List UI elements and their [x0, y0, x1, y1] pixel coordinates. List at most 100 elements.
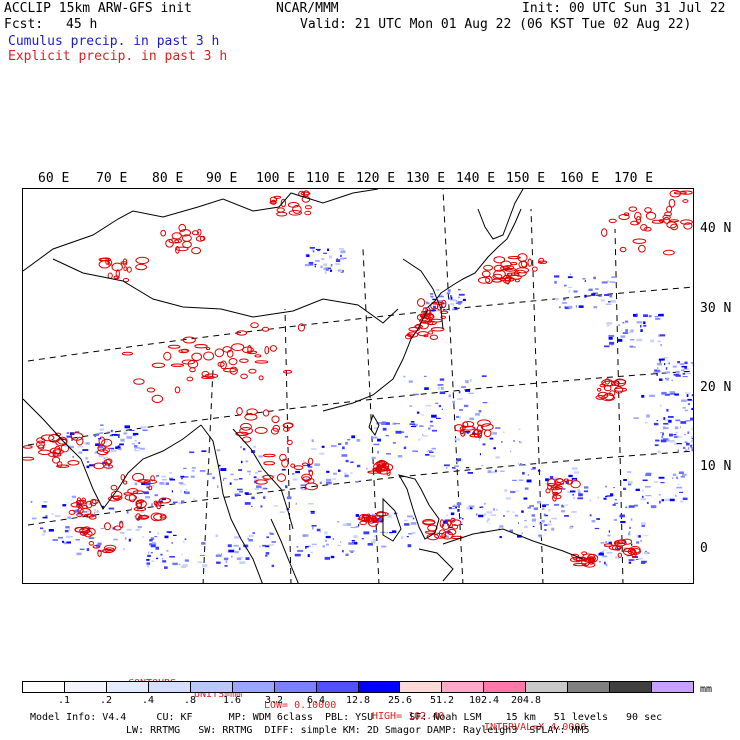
cumulus-precip-cell	[126, 528, 132, 531]
cumulus-precip-cell	[442, 520, 447, 524]
cumulus-precip-cell	[308, 264, 314, 266]
cumulus-precip-cell	[435, 289, 440, 291]
cumulus-precip-cell	[408, 533, 413, 535]
cumulus-precip-cell	[674, 442, 677, 445]
cumulus-precip-cell	[413, 393, 419, 396]
cumulus-precip-cell	[416, 411, 420, 414]
cumulus-precip-cell	[523, 497, 528, 500]
cumulus-precip-cell	[180, 490, 182, 493]
cumulus-precip-cell	[410, 421, 415, 423]
cumulus-precip-cell	[578, 493, 583, 497]
cumulus-precip-cell	[484, 502, 486, 505]
color-swatch	[652, 682, 693, 692]
cumulus-precip-cell	[551, 517, 557, 520]
cumulus-precip-cell	[181, 553, 183, 556]
cumulus-precip-cell	[439, 378, 445, 381]
cumulus-precip-cell	[479, 453, 481, 456]
cumulus-precip-cell	[430, 293, 434, 295]
cumulus-precip-cell	[189, 451, 195, 454]
contour-low: LOW= 0.10000	[264, 700, 337, 711]
cumulus-precip-cell	[438, 295, 444, 298]
cumulus-precip-cell	[617, 338, 623, 342]
explicit-precip-contour	[154, 501, 159, 507]
cumulus-precip-cell	[539, 521, 542, 524]
cumulus-precip-cell	[355, 481, 359, 483]
cumulus-precip-cell	[382, 427, 387, 431]
cumulus-precip-cell	[606, 322, 613, 325]
explicit-precip-contour	[236, 330, 248, 336]
explicit-precip-contour	[477, 276, 491, 284]
explicit-precip-contour	[608, 218, 617, 224]
cumulus-precip-cell	[73, 509, 80, 513]
cumulus-precip-cell	[481, 465, 484, 467]
cumulus-precip-cell	[512, 479, 517, 481]
cumulus-precip-cell	[430, 455, 436, 458]
cumulus-precip-cell	[324, 556, 330, 560]
cumulus-precip-cell	[147, 554, 151, 557]
cumulus-precip-cell	[86, 548, 90, 551]
cumulus-precip-cell	[95, 433, 99, 437]
cumulus-precip-cell	[363, 531, 370, 535]
cumulus-precip-cell	[367, 543, 373, 546]
cumulus-precip-cell	[595, 288, 599, 290]
explicit-precip-contour	[603, 543, 613, 547]
cumulus-precip-cell	[62, 504, 67, 507]
cumulus-precip-cell	[123, 432, 127, 435]
cumulus-precip-cell	[671, 379, 673, 382]
cumulus-precip-cell	[499, 536, 502, 539]
cumulus-precip-cell	[682, 473, 687, 476]
cumulus-precip-cell	[657, 367, 659, 370]
explicit-precip-contour	[135, 263, 147, 271]
cumulus-precip-cell	[664, 363, 666, 366]
cumulus-precip-cell	[506, 510, 510, 513]
cumulus-precip-cell	[392, 422, 397, 425]
cumulus-precip-cell	[549, 476, 554, 479]
cumulus-precip-cell	[216, 485, 219, 489]
cumulus-precip-cell	[435, 310, 440, 312]
cumulus-precip-cell	[683, 367, 685, 369]
cumulus-precip-cell	[342, 550, 344, 553]
cumulus-precip-cell	[157, 532, 160, 535]
cumulus-precip-cell	[622, 332, 629, 334]
cumulus-precip-cell	[692, 363, 693, 367]
cumulus-precip-cell	[240, 446, 243, 449]
cumulus-precip-cell	[578, 490, 581, 494]
cumulus-precip-cell	[428, 427, 431, 430]
cumulus-precip-cell	[608, 301, 611, 303]
cumulus-precip-cell	[124, 537, 127, 540]
cumulus-precip-cell	[137, 526, 142, 529]
cumulus-precip-cell	[66, 535, 71, 539]
cumulus-precip-cell	[549, 520, 551, 523]
cumulus-precip-cell	[430, 309, 435, 312]
cumulus-precip-cell	[343, 472, 347, 474]
cumulus-precip-cell	[142, 429, 148, 431]
explicit-precip-contour	[565, 479, 574, 485]
cumulus-precip-cell	[260, 487, 264, 489]
explicit-precip-contour	[550, 486, 561, 491]
cumulus-precip-cell	[201, 542, 206, 545]
lon-label: 80 E	[152, 171, 184, 186]
explicit-precip-contour	[644, 207, 652, 213]
cumulus-precip-cell	[286, 496, 292, 500]
cumulus-precip-cell	[419, 425, 424, 427]
cumulus-precip-cell	[658, 334, 660, 337]
cumulus-precip-cell	[527, 506, 531, 509]
cumulus-precip-cell	[640, 329, 643, 332]
cumulus-precip-cell	[681, 399, 687, 402]
cumulus-precip-cell	[403, 446, 407, 450]
explicit-precip-contour	[254, 479, 268, 485]
explicit-precip-contour	[121, 351, 134, 356]
cumulus-precip-cell	[563, 298, 566, 301]
cumulus-precip-cell	[87, 461, 90, 463]
cumulus-precip-cell	[538, 522, 540, 525]
cumulus-precip-cell	[143, 491, 149, 495]
cumulus-precip-cell	[659, 404, 662, 407]
cumulus-precip-cell	[373, 443, 380, 446]
explicit-precip-contour	[430, 327, 445, 332]
cumulus-precip-cell	[337, 521, 340, 523]
cumulus-precip-cell	[311, 525, 317, 527]
explicit-precip-contour	[290, 463, 296, 468]
cumulus-precip-cell	[108, 507, 115, 510]
explicit-precip-contour	[630, 220, 640, 226]
explicit-precip-contour	[156, 501, 162, 510]
